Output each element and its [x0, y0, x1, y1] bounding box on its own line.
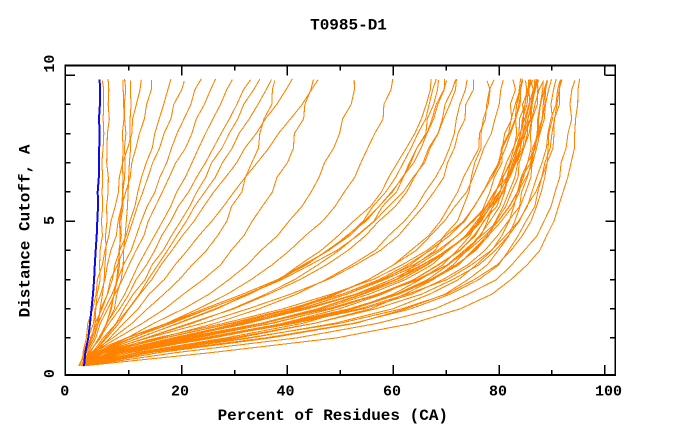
svg-text:60: 60 — [383, 383, 401, 400]
svg-text:T0985-D1: T0985-D1 — [310, 17, 387, 35]
svg-text:10: 10 — [42, 55, 59, 73]
svg-text:100: 100 — [595, 383, 622, 400]
svg-text:Percent of Residues (CA): Percent of Residues (CA) — [218, 407, 448, 425]
svg-text:0: 0 — [60, 383, 69, 400]
svg-text:80: 80 — [489, 383, 507, 400]
svg-text:0: 0 — [42, 369, 59, 378]
svg-text:20: 20 — [171, 383, 189, 400]
svg-text:5: 5 — [42, 216, 59, 225]
svg-text:Distance Cutoff, A: Distance Cutoff, A — [17, 144, 35, 317]
svg-text:40: 40 — [276, 383, 294, 400]
